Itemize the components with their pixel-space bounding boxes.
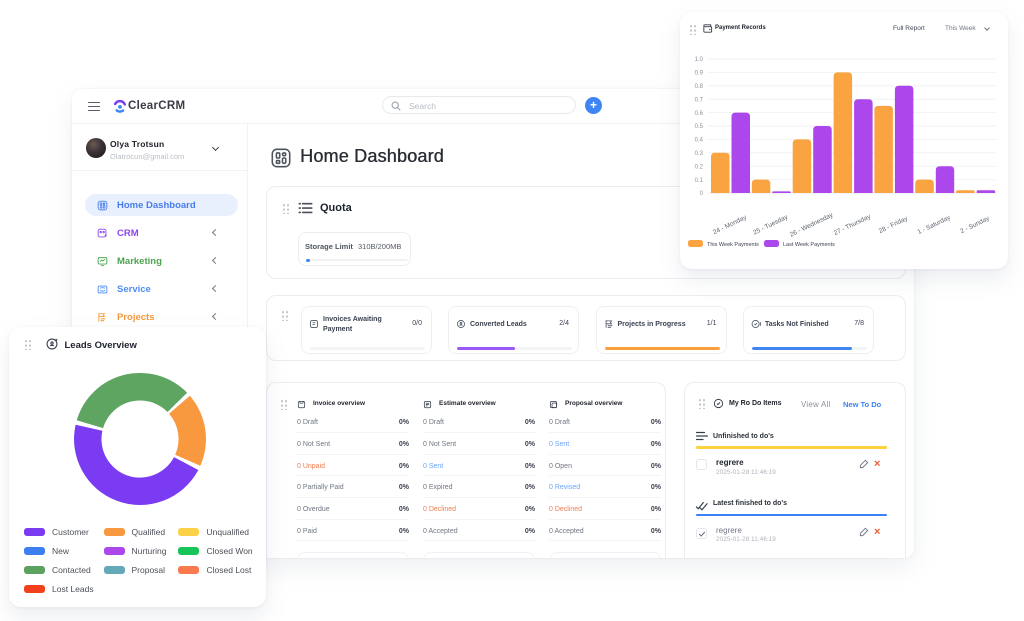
svg-text:0.3: 0.3 <box>695 151 704 157</box>
svg-text:27 - Thursday: 27 - Thursday <box>833 213 873 237</box>
svg-text:24 - Monday: 24 - Monday <box>712 214 748 236</box>
svg-text:0.5: 0.5 <box>695 124 704 130</box>
svg-text:1 - Saturday: 1 - Saturday <box>917 214 953 236</box>
svg-text:0.8: 0.8 <box>695 84 704 90</box>
svg-text:25 - Tuesday: 25 - Tuesday <box>752 213 790 236</box>
svg-text:0.2: 0.2 <box>695 164 704 170</box>
svg-text:Last Week Payments: Last Week Payments <box>783 242 835 248</box>
svg-text:0.1: 0.1 <box>695 178 704 184</box>
svg-text:28 - Friday: 28 - Friday <box>878 215 910 235</box>
svg-text:26 - Wednesday: 26 - Wednesday <box>789 211 835 238</box>
svg-text:0.4: 0.4 <box>695 138 704 144</box>
svg-text:1.0: 1.0 <box>695 57 704 63</box>
svg-text:This Week Payments: This Week Payments <box>707 242 759 248</box>
svg-text:0: 0 <box>700 191 704 197</box>
svg-text:0.6: 0.6 <box>695 111 704 117</box>
svg-text:0.9: 0.9 <box>695 71 704 77</box>
svg-text:2 - Sunday: 2 - Sunday <box>959 215 991 235</box>
svg-text:0.7: 0.7 <box>695 97 704 103</box>
